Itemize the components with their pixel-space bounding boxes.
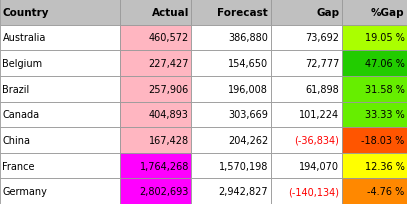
Text: 33.33 %: 33.33 %	[365, 110, 405, 120]
Text: -18.03 %: -18.03 %	[361, 135, 405, 145]
FancyBboxPatch shape	[271, 76, 342, 102]
FancyBboxPatch shape	[0, 153, 120, 178]
FancyBboxPatch shape	[271, 26, 342, 51]
FancyBboxPatch shape	[271, 0, 342, 26]
FancyBboxPatch shape	[342, 51, 407, 76]
FancyBboxPatch shape	[342, 76, 407, 102]
Text: 31.58 %: 31.58 %	[365, 84, 405, 94]
Text: 72,777: 72,777	[305, 59, 339, 69]
Text: (-36,834): (-36,834)	[295, 135, 339, 145]
Text: 1,764,268: 1,764,268	[140, 161, 189, 171]
Text: 154,650: 154,650	[228, 59, 268, 69]
FancyBboxPatch shape	[0, 128, 120, 153]
FancyBboxPatch shape	[191, 51, 271, 76]
FancyBboxPatch shape	[342, 0, 407, 26]
Text: 460,572: 460,572	[149, 33, 189, 43]
FancyBboxPatch shape	[342, 102, 407, 128]
FancyBboxPatch shape	[342, 128, 407, 153]
Text: France: France	[2, 161, 35, 171]
FancyBboxPatch shape	[191, 76, 271, 102]
Text: Actual: Actual	[151, 8, 189, 18]
Text: Forecast: Forecast	[217, 8, 268, 18]
FancyBboxPatch shape	[342, 178, 407, 204]
FancyBboxPatch shape	[342, 153, 407, 178]
FancyBboxPatch shape	[271, 153, 342, 178]
FancyBboxPatch shape	[0, 102, 120, 128]
FancyBboxPatch shape	[0, 76, 120, 102]
Text: 73,692: 73,692	[305, 33, 339, 43]
Text: Australia: Australia	[2, 33, 46, 43]
Text: 61,898: 61,898	[306, 84, 339, 94]
FancyBboxPatch shape	[120, 102, 191, 128]
Text: Brazil: Brazil	[2, 84, 30, 94]
Text: Canada: Canada	[2, 110, 39, 120]
Text: 404,893: 404,893	[149, 110, 189, 120]
Text: 101,224: 101,224	[299, 110, 339, 120]
FancyBboxPatch shape	[271, 178, 342, 204]
Text: 194,070: 194,070	[300, 161, 339, 171]
Text: China: China	[2, 135, 31, 145]
Text: 386,880: 386,880	[228, 33, 268, 43]
FancyBboxPatch shape	[271, 51, 342, 76]
FancyBboxPatch shape	[0, 178, 120, 204]
Text: Belgium: Belgium	[2, 59, 43, 69]
Text: 303,669: 303,669	[228, 110, 268, 120]
FancyBboxPatch shape	[191, 26, 271, 51]
FancyBboxPatch shape	[271, 102, 342, 128]
Text: 47.06 %: 47.06 %	[365, 59, 405, 69]
Text: Germany: Germany	[2, 186, 47, 196]
Text: Gap: Gap	[316, 8, 339, 18]
Text: 204,262: 204,262	[228, 135, 268, 145]
FancyBboxPatch shape	[191, 178, 271, 204]
Text: 2,802,693: 2,802,693	[140, 186, 189, 196]
Text: 257,906: 257,906	[149, 84, 189, 94]
FancyBboxPatch shape	[120, 0, 191, 26]
FancyBboxPatch shape	[0, 0, 120, 26]
FancyBboxPatch shape	[120, 178, 191, 204]
FancyBboxPatch shape	[342, 26, 407, 51]
FancyBboxPatch shape	[120, 128, 191, 153]
Text: 227,427: 227,427	[148, 59, 189, 69]
Text: 2,942,827: 2,942,827	[219, 186, 268, 196]
Text: Country: Country	[2, 8, 49, 18]
FancyBboxPatch shape	[120, 76, 191, 102]
Text: 19.05 %: 19.05 %	[365, 33, 405, 43]
FancyBboxPatch shape	[271, 128, 342, 153]
Text: 1,570,198: 1,570,198	[219, 161, 268, 171]
Text: 167,428: 167,428	[149, 135, 189, 145]
FancyBboxPatch shape	[191, 0, 271, 26]
FancyBboxPatch shape	[191, 153, 271, 178]
Text: 196,008: 196,008	[228, 84, 268, 94]
FancyBboxPatch shape	[191, 128, 271, 153]
FancyBboxPatch shape	[191, 102, 271, 128]
FancyBboxPatch shape	[120, 153, 191, 178]
Text: -4.76 %: -4.76 %	[367, 186, 405, 196]
FancyBboxPatch shape	[0, 26, 120, 51]
FancyBboxPatch shape	[120, 26, 191, 51]
FancyBboxPatch shape	[0, 51, 120, 76]
Text: (-140,134): (-140,134)	[289, 186, 339, 196]
Text: 12.36 %: 12.36 %	[365, 161, 405, 171]
FancyBboxPatch shape	[120, 51, 191, 76]
Text: %Gap: %Gap	[371, 8, 405, 18]
